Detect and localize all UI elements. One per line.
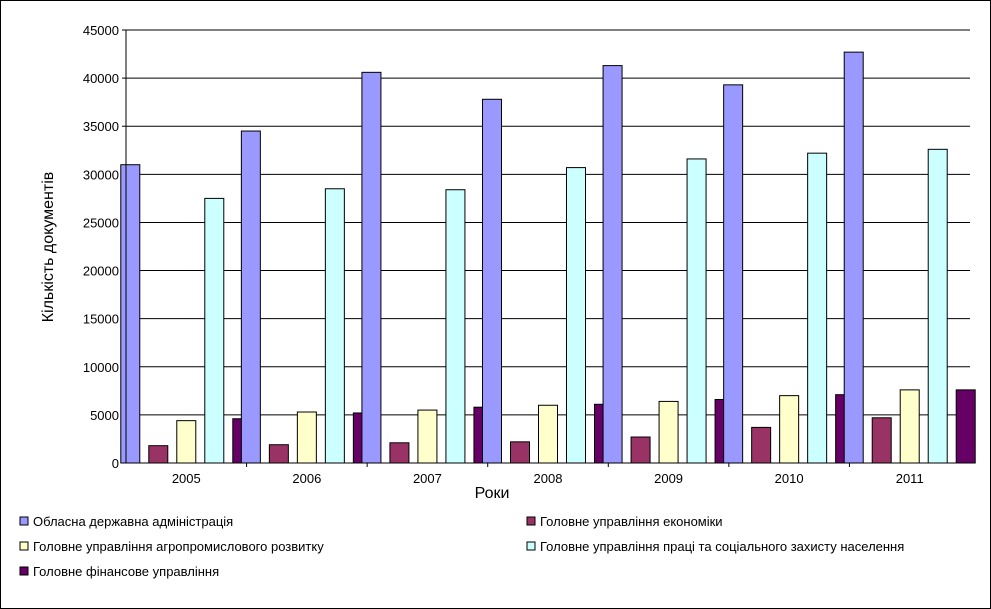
x-tick-labels: 2005 2006 2007 2008 2009 2010 2011 [172,463,924,486]
x-tick-label: 2008 [534,471,563,486]
bar [630,436,651,464]
y-tick-label: 35000 [83,119,119,134]
y-tick-label: 40000 [83,71,119,86]
y-tick-label: 10000 [83,360,119,375]
bar [566,167,586,464]
x-tick-label: 2007 [413,471,442,486]
bar [899,389,920,464]
y-tick-label: 30000 [83,167,119,182]
y-axis-title: Кількість документів [40,172,57,323]
bar [268,444,289,464]
x-tick-label: 2011 [896,471,924,486]
bar [361,71,382,464]
legend-swatch [526,541,536,551]
bar [602,65,623,464]
x-axis-title: Роки [475,485,510,502]
bar [204,197,225,464]
bar [324,188,345,464]
bar [176,420,197,464]
legend-swatch [19,541,29,551]
y-tick-label: 25000 [83,215,119,230]
bar [927,148,948,464]
bar [843,51,864,464]
bars [120,51,976,464]
y-tick-label: 20000 [83,264,119,279]
legend-label: Обласна державна адміністрація [33,514,233,529]
bar [510,441,530,464]
legend-label: Головне управління праці та соціального … [540,539,904,554]
y-tick-labels: 0 5000 10000 15000 20000 25000 30000 35000 40000… [83,23,119,471]
bar [389,442,410,464]
axes [125,30,970,464]
legend: Обласна державна адміністрація Головне уп… [19,514,904,579]
bar [955,389,976,464]
bar [240,130,261,464]
bar [751,426,772,464]
bar [871,417,892,464]
gridlines [122,29,970,464]
bar [296,411,317,464]
bar [658,400,679,464]
bar [120,164,141,464]
bar [445,189,466,464]
bar [538,404,558,464]
legend-swatch [19,566,29,576]
y-tick-label: 5000 [90,408,119,423]
legend-swatch [19,516,29,526]
x-tick-label: 2009 [654,471,683,486]
bar [807,152,828,464]
y-tick-label: 45000 [83,23,119,38]
legend-label: Головне фінансове управління [33,564,219,579]
bar [686,158,707,464]
bar [482,98,502,464]
bar [148,445,169,464]
legend-swatch [526,516,536,526]
y-tick-label: 0 [112,456,119,471]
legend-label: Головне управління агропромислового розв… [33,539,324,554]
bar [417,409,438,464]
y-tick-label: 15000 [83,312,119,327]
x-tick-label: 2005 [172,471,201,486]
bar [723,84,744,464]
x-tick-label: 2010 [775,471,804,486]
legend-label: Головне управління економіки [540,514,723,529]
bar [779,395,800,464]
x-tick-label: 2006 [292,471,321,486]
